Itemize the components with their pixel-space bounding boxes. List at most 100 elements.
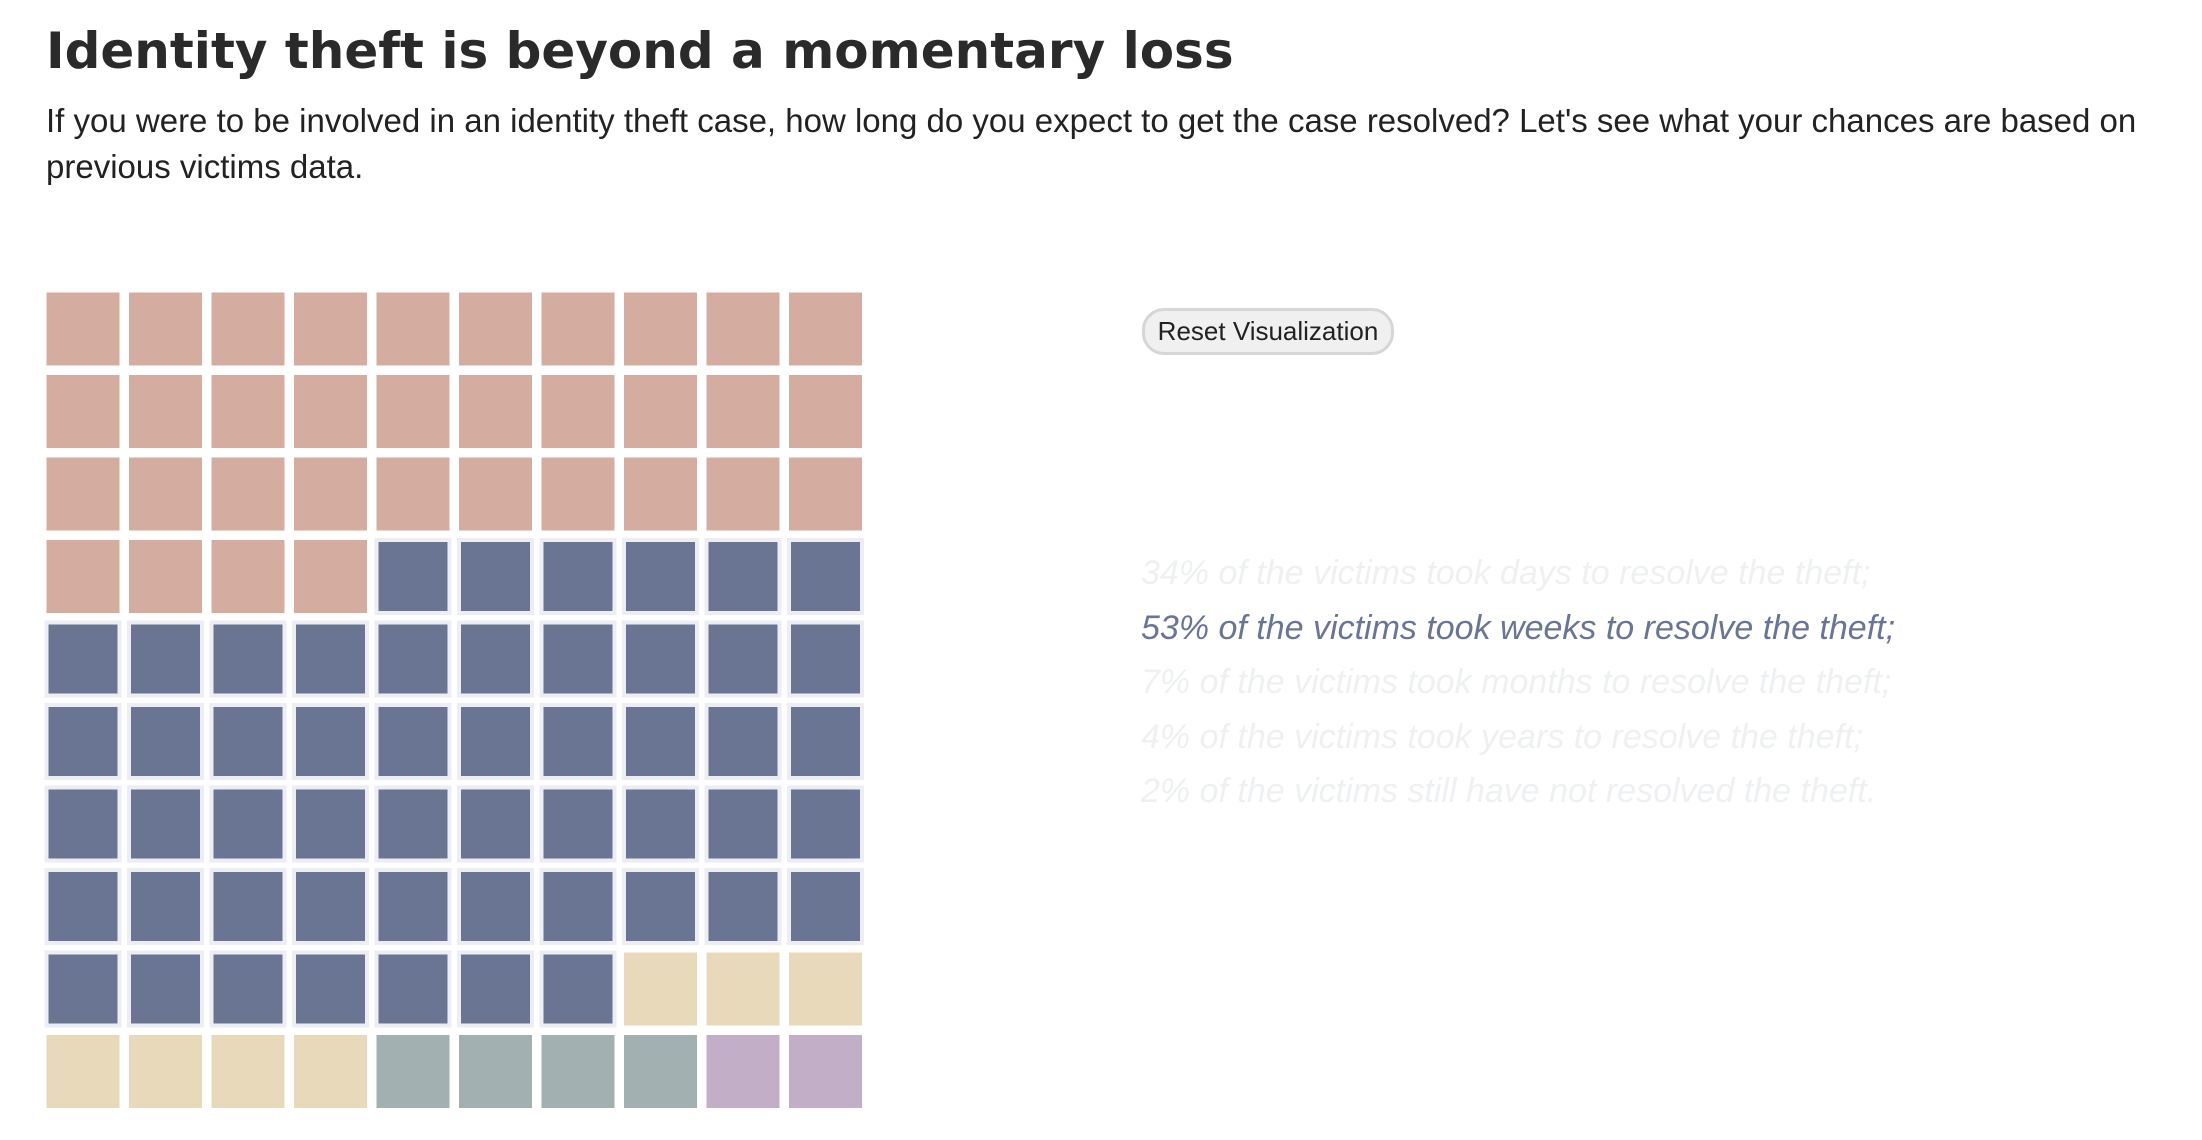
waffle-tile-days[interactable] <box>211 292 285 366</box>
waffle-tile-weeks[interactable] <box>44 785 122 863</box>
waffle-tile-days[interactable] <box>294 292 367 366</box>
waffle-tile-weeks[interactable] <box>127 703 204 780</box>
waffle-tile-weeks[interactable] <box>292 950 369 1028</box>
waffle-tile-days[interactable] <box>129 292 202 366</box>
waffle-tile-days[interactable] <box>294 375 367 448</box>
waffle-tile-weeks[interactable] <box>457 785 534 863</box>
waffle-tile-weeks[interactable] <box>127 785 204 863</box>
waffle-tile-weeks[interactable] <box>539 950 617 1028</box>
waffle-tile-days[interactable] <box>789 292 862 366</box>
stat-years[interactable]: 4% of the victims took years to resolve … <box>1141 717 1863 756</box>
stat-months[interactable]: 7% of the victims took months to resolve… <box>1141 663 1892 701</box>
waffle-tile-days[interactable] <box>211 540 285 613</box>
waffle-tile-weeks[interactable] <box>127 950 204 1028</box>
waffle-tile-weeks[interactable] <box>127 868 204 945</box>
waffle-tile-weeks[interactable] <box>292 785 369 863</box>
waffle-tile-days[interactable] <box>459 292 532 366</box>
waffle-tile-days[interactable] <box>541 375 615 448</box>
waffle-tile-years[interactable] <box>376 1035 450 1108</box>
waffle-tile-weeks[interactable] <box>44 620 122 698</box>
waffle-tile-weeks[interactable] <box>622 868 699 945</box>
waffle-tile-days[interactable] <box>376 375 450 448</box>
waffle-tile-weeks[interactable] <box>127 620 204 698</box>
waffle-tile-days[interactable] <box>459 375 532 448</box>
waffle-tile-days[interactable] <box>211 375 285 448</box>
waffle-tile-years[interactable] <box>459 1035 532 1108</box>
waffle-tile-weeks[interactable] <box>539 868 617 945</box>
waffle-tile-days[interactable] <box>129 375 202 448</box>
waffle-tile-days[interactable] <box>376 292 450 366</box>
waffle-tile-weeks[interactable] <box>622 538 699 615</box>
waffle-tile-days[interactable] <box>541 292 615 366</box>
waffle-tile-weeks[interactable] <box>374 868 452 945</box>
waffle-tile-days[interactable] <box>789 457 862 531</box>
waffle-tile-days[interactable] <box>46 457 120 531</box>
waffle-tile-weeks[interactable] <box>787 868 864 945</box>
waffle-tile-not-resolved[interactable] <box>706 1035 780 1108</box>
waffle-tile-weeks[interactable] <box>209 950 287 1028</box>
waffle-tile-weeks[interactable] <box>457 950 534 1028</box>
waffle-tile-weeks[interactable] <box>292 868 369 945</box>
waffle-tile-weeks[interactable] <box>209 620 287 698</box>
waffle-tile-weeks[interactable] <box>622 785 699 863</box>
waffle-tile-weeks[interactable] <box>374 538 452 615</box>
waffle-tile-weeks[interactable] <box>539 703 617 780</box>
waffle-tile-weeks[interactable] <box>457 703 534 780</box>
waffle-tile-weeks[interactable] <box>209 703 287 780</box>
reset-visualization-button[interactable]: Reset Visualization <box>1142 308 1394 355</box>
stat-not-resolved[interactable]: 2% of the victims still have not resolve… <box>1141 772 1877 810</box>
waffle-tile-weeks[interactable] <box>539 620 617 698</box>
waffle-tile-days[interactable] <box>541 457 615 531</box>
waffle-tile-days[interactable] <box>706 457 780 531</box>
waffle-tile-weeks[interactable] <box>44 703 122 780</box>
waffle-tile-days[interactable] <box>706 292 780 366</box>
waffle-tile-days[interactable] <box>129 457 202 531</box>
waffle-tile-weeks[interactable] <box>292 703 369 780</box>
waffle-tile-weeks[interactable] <box>374 785 452 863</box>
waffle-tile-months[interactable] <box>129 1035 202 1108</box>
waffle-tile-weeks[interactable] <box>787 703 864 780</box>
waffle-tile-weeks[interactable] <box>704 868 782 945</box>
waffle-tile-days[interactable] <box>789 375 862 448</box>
waffle-tile-weeks[interactable] <box>374 620 452 698</box>
waffle-tile-weeks[interactable] <box>622 703 699 780</box>
waffle-tile-years[interactable] <box>541 1035 615 1108</box>
waffle-tile-weeks[interactable] <box>539 785 617 863</box>
waffle-tile-weeks[interactable] <box>787 620 864 698</box>
waffle-tile-weeks[interactable] <box>44 868 122 945</box>
waffle-tile-weeks[interactable] <box>704 538 782 615</box>
waffle-tile-not-resolved[interactable] <box>789 1035 862 1108</box>
waffle-tile-weeks[interactable] <box>292 620 369 698</box>
waffle-tile-weeks[interactable] <box>209 785 287 863</box>
waffle-tile-days[interactable] <box>624 292 697 366</box>
waffle-tile-days[interactable] <box>624 457 697 531</box>
waffle-tile-months[interactable] <box>789 952 862 1026</box>
waffle-tile-weeks[interactable] <box>457 868 534 945</box>
waffle-tile-weeks[interactable] <box>704 703 782 780</box>
waffle-tile-weeks[interactable] <box>374 703 452 780</box>
waffle-tile-months[interactable] <box>624 952 697 1026</box>
waffle-tile-days[interactable] <box>624 375 697 448</box>
waffle-tile-days[interactable] <box>294 457 367 531</box>
waffle-tile-weeks[interactable] <box>787 538 864 615</box>
waffle-tile-weeks[interactable] <box>704 620 782 698</box>
waffle-chart[interactable] <box>44 290 864 1110</box>
waffle-tile-months[interactable] <box>294 1035 367 1108</box>
waffle-tile-years[interactable] <box>624 1035 697 1108</box>
waffle-tile-weeks[interactable] <box>622 620 699 698</box>
waffle-tile-days[interactable] <box>129 540 202 613</box>
stat-days[interactable]: 34% of the victims took days to resolve … <box>1141 554 1871 592</box>
waffle-tile-weeks[interactable] <box>539 538 617 615</box>
waffle-tile-days[interactable] <box>376 457 450 531</box>
waffle-tile-months[interactable] <box>46 1035 120 1108</box>
waffle-tile-days[interactable] <box>459 457 532 531</box>
waffle-tile-weeks[interactable] <box>374 950 452 1028</box>
waffle-tile-weeks[interactable] <box>457 620 534 698</box>
waffle-tile-days[interactable] <box>294 540 367 613</box>
waffle-tile-weeks[interactable] <box>704 785 782 863</box>
waffle-tile-days[interactable] <box>706 375 780 448</box>
waffle-tile-weeks[interactable] <box>457 538 534 615</box>
waffle-tile-weeks[interactable] <box>209 868 287 945</box>
waffle-tile-months[interactable] <box>706 952 780 1026</box>
waffle-tile-days[interactable] <box>46 375 120 448</box>
